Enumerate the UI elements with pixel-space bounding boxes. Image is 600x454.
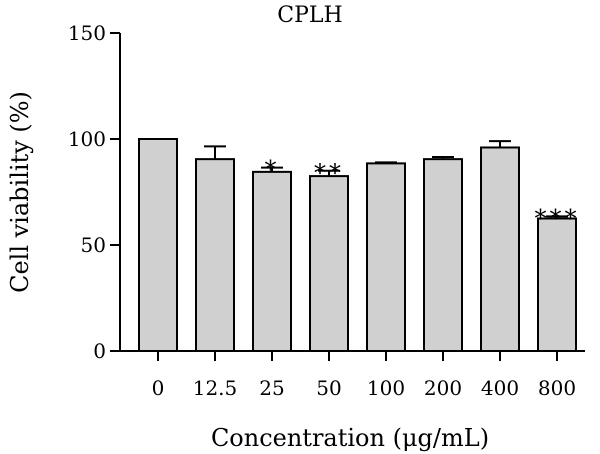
x-axis: 0 12.5 25 50 100 200 400 800 — [120, 350, 585, 400]
y-axis: 0 50 100 150 — [68, 21, 121, 363]
x-tick-label: 200 — [424, 376, 462, 400]
bar — [195, 158, 235, 352]
x-tick-label: 12.5 — [193, 376, 238, 400]
significance-label: *** — [535, 204, 580, 232]
x-axis-title: Concentration (μg/mL) — [211, 424, 489, 452]
bar — [309, 175, 349, 352]
y-tick-label: 50 — [81, 233, 106, 257]
significance-label: ** — [314, 159, 344, 187]
bar — [252, 170, 292, 352]
bar — [537, 217, 577, 352]
y-axis-title: Cell viability (%) — [6, 91, 34, 293]
bar — [138, 138, 178, 352]
x-tick-label: 400 — [481, 376, 519, 400]
bar — [366, 162, 406, 352]
x-tick-label: 0 — [152, 376, 165, 400]
x-tick-label: 50 — [316, 376, 341, 400]
y-tick-label: 100 — [68, 127, 106, 151]
x-tick-label: 800 — [538, 376, 576, 400]
y-tick-label: 0 — [93, 339, 106, 363]
x-tick-label: 25 — [259, 376, 284, 400]
bars: * ***** — [138, 138, 580, 352]
significance-label: * — [265, 156, 280, 184]
y-tick-label: 150 — [68, 21, 106, 45]
chart-title: CPLH — [277, 3, 342, 28]
bar — [423, 158, 463, 352]
x-tick-label: 100 — [367, 376, 405, 400]
bar — [480, 146, 520, 352]
